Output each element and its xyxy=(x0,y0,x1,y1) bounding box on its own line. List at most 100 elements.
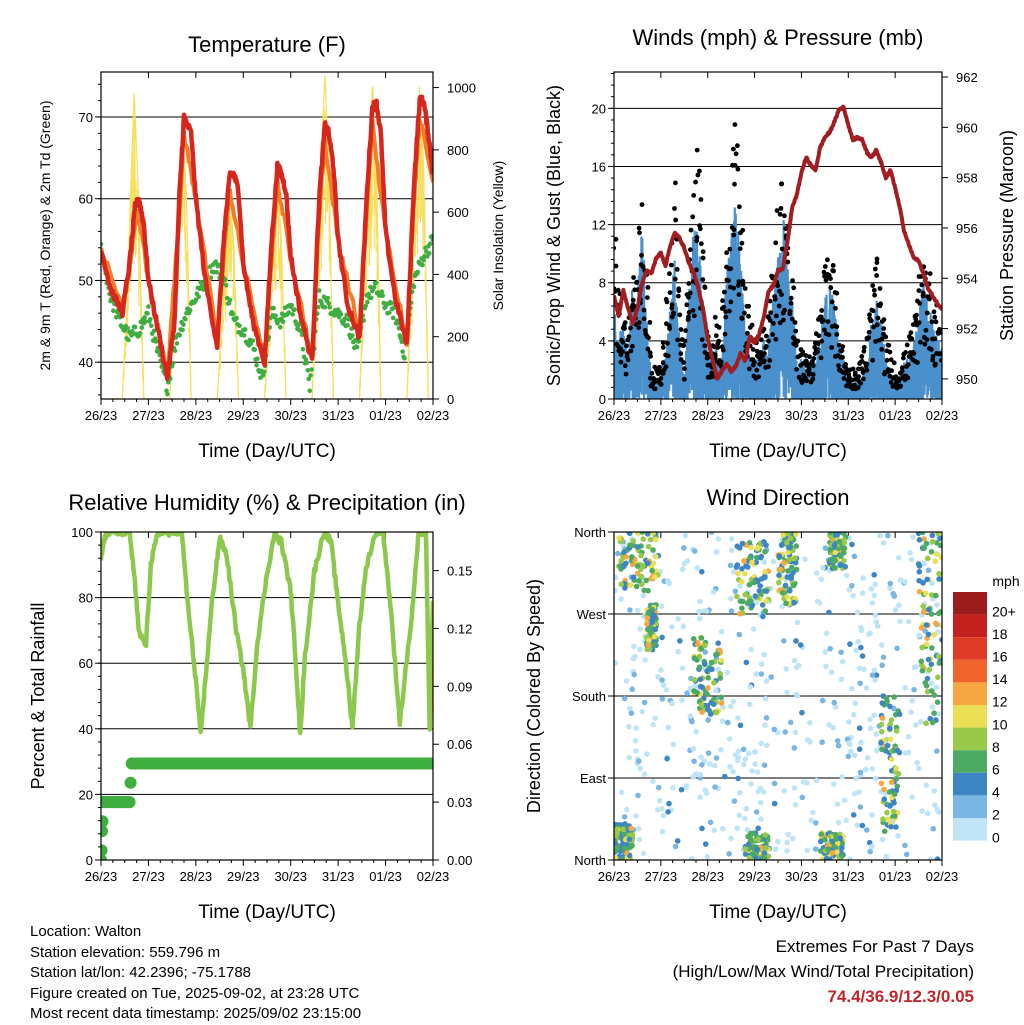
wind-gust-point xyxy=(728,266,734,272)
wind-direction-point xyxy=(827,547,834,553)
wind-direction-point xyxy=(629,686,635,693)
speed-legend: mph 20+ 18 16 14 12 10 8 6 4 2 0 xyxy=(953,573,1020,845)
dewpoint-line xyxy=(326,301,332,306)
wind-direction-point xyxy=(633,813,639,819)
wind-gust-point xyxy=(807,354,812,360)
solar-insolation-line xyxy=(320,225,323,269)
solar-insolation-line xyxy=(278,217,280,235)
wind-gust-point xyxy=(694,147,700,153)
wind-gust-point xyxy=(772,296,778,302)
wind-direction-point xyxy=(664,755,670,762)
wind-direction-point xyxy=(654,807,661,813)
wind-direction-point xyxy=(881,796,888,802)
wind-direction-point xyxy=(886,789,893,795)
dewpoint-line xyxy=(290,312,295,317)
wind-direction-point xyxy=(736,545,743,551)
wind-gust-point xyxy=(899,365,905,371)
extremes-legend: (High/Low/Max Wind/Total Precipitation) xyxy=(672,962,974,981)
wind-direction-point xyxy=(868,586,875,592)
dewpoint-line xyxy=(111,308,116,314)
wind-direction-point xyxy=(847,641,853,647)
wind-gust-point xyxy=(664,299,670,305)
dewpoint-line xyxy=(379,289,385,294)
wind-gust-point xyxy=(843,362,848,367)
wind-direction-point xyxy=(846,719,852,725)
dewpoint-line xyxy=(400,349,405,354)
wind-gust-point xyxy=(839,348,845,353)
wind-direction-point xyxy=(618,789,625,796)
wind-direction-point xyxy=(650,721,656,728)
wind-direction-point xyxy=(939,637,942,643)
wind-direction-point xyxy=(620,826,626,833)
wind-direction-point xyxy=(680,623,687,630)
dewpoint-line xyxy=(223,283,229,288)
wind-gust-point xyxy=(720,298,725,304)
dewpoint-line xyxy=(165,391,170,397)
wind-gust-point xyxy=(881,317,887,322)
wind-gust-point xyxy=(911,351,917,356)
x-tick-label: 27/23 xyxy=(645,869,678,884)
wind-direction-point xyxy=(653,536,659,543)
solar-insolation-line xyxy=(374,173,377,252)
x-tick-label: 01/23 xyxy=(879,869,912,884)
wind-direction-point xyxy=(728,536,735,542)
wind-direction-point xyxy=(818,576,825,583)
wind-gust-point xyxy=(700,255,706,261)
wind-direction-point xyxy=(887,721,894,728)
wind-gust-point xyxy=(806,366,812,372)
wind-direction-point xyxy=(758,740,764,747)
wind-direction-point xyxy=(921,536,927,542)
wind-gust-point xyxy=(818,355,824,361)
wind-direction-point xyxy=(704,853,711,860)
wind-direction-point xyxy=(849,582,855,589)
wind-direction-point xyxy=(742,570,748,577)
wind-gust-point xyxy=(630,297,636,303)
wind-direction-point xyxy=(639,532,646,535)
wind-gust-point xyxy=(699,337,705,342)
wind-direction-point xyxy=(925,656,932,663)
wind-gust-point xyxy=(833,305,838,311)
wind-gust-point xyxy=(767,358,773,363)
dewpoint-line xyxy=(196,294,201,300)
wind-direction-point xyxy=(623,554,629,560)
wind-direction-point xyxy=(893,824,899,830)
wind-gust-point xyxy=(674,267,680,272)
wind-direction-point xyxy=(669,700,675,707)
solar-insolation-line xyxy=(415,187,418,235)
wind-gust-point xyxy=(694,235,700,240)
wind-direction-point xyxy=(638,552,644,559)
wind-gust-point xyxy=(810,363,816,369)
wind-direction-point xyxy=(705,750,712,756)
wind-gust-point xyxy=(697,168,702,174)
wind-direction-point xyxy=(834,738,841,744)
wind-direction-point xyxy=(763,678,770,684)
wind-direction-point xyxy=(735,715,741,721)
wind-direction-point xyxy=(864,827,870,833)
wind-direction-point xyxy=(677,638,683,644)
wind-gust-point xyxy=(779,246,785,252)
wind-direction-point xyxy=(720,825,726,832)
recent-timestamp: Most recent data timestamp: 2025/09/02 2… xyxy=(30,1005,362,1022)
wind-direction-point xyxy=(914,759,920,766)
y2-tick-label: 0.03 xyxy=(447,795,472,810)
wind-direction-point xyxy=(758,816,764,822)
wind-gust-point xyxy=(628,325,633,331)
wind-direction-point xyxy=(713,709,720,715)
wind-direction-point xyxy=(862,766,869,773)
dewpoint-line xyxy=(354,344,360,350)
wind-direction-point xyxy=(929,645,935,651)
wind-direction-point xyxy=(881,786,887,793)
wind-gust-point xyxy=(859,358,865,364)
wind-direction-point xyxy=(742,846,749,852)
wind-direction-point xyxy=(717,671,723,677)
legend-swatch xyxy=(953,682,987,705)
wind-direction-point xyxy=(655,674,661,680)
wind-gust-point xyxy=(614,236,619,242)
wind-direction-point xyxy=(730,698,737,705)
wind-direction-point xyxy=(626,532,633,537)
wind-direction-point xyxy=(919,808,925,814)
wind-direction-point xyxy=(665,809,671,815)
wind-direction-point xyxy=(753,554,760,561)
wind-gust-point xyxy=(923,327,929,333)
wind-gust-point xyxy=(852,382,857,388)
